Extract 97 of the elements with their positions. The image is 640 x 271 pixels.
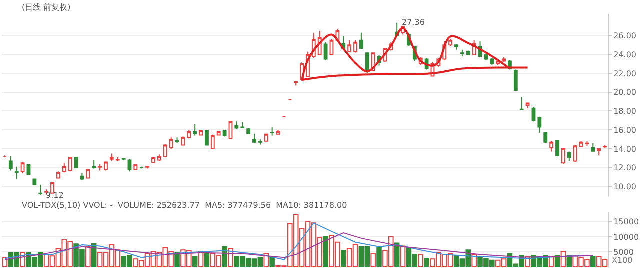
y-tick-label: 10.00 [614,182,637,192]
candlestick [324,42,328,61]
candlestick [222,130,227,138]
candlestick [520,96,524,111]
annotation: 9.12 [46,191,64,200]
bar [370,253,376,267]
candlestick [567,151,572,162]
candlestick [460,49,464,57]
candlestick [270,126,274,136]
candlestick [216,130,221,136]
candlestick [234,121,239,130]
candlestick [603,144,607,149]
candlestick [252,133,256,144]
candlestick [502,56,506,63]
y-tick-label: 20.00 [614,88,637,98]
candlestick [348,40,352,52]
y-tick-label: 24.00 [614,50,637,60]
candlestick [359,32,364,50]
candlestick [110,153,114,162]
bar [418,254,424,267]
candlestick [175,137,180,144]
candlestick [187,130,192,140]
candlestick [152,156,156,164]
candlestick [163,144,168,158]
candlestick [62,162,66,174]
candlestick [210,134,215,150]
candlestick [104,162,108,172]
y-tick-label: 15000 [614,218,640,227]
line-series [4,222,594,260]
candlestick [258,139,262,146]
annotation: 27.36 [402,18,425,27]
candlestick [140,166,144,170]
candlestick [561,148,566,165]
bar [192,256,198,267]
candlestick [56,171,60,180]
candlestick [591,142,596,152]
candlestick [264,133,268,142]
bar [424,258,430,267]
candlestick [199,130,203,136]
chart-title: (日线 前复权) [22,3,71,12]
candlestick [14,166,19,180]
candlestick [544,131,548,144]
candlestick [240,122,245,129]
candlestick [538,116,542,134]
y-tick-label: 26.00 [614,32,637,41]
candlestick [365,52,370,74]
candlestick [20,162,25,174]
candlestick [597,148,602,156]
candlestick [32,178,37,186]
text: X100 [612,256,633,265]
bar [566,255,572,267]
y-tick-label: 16.00 [614,126,637,135]
bar [376,247,382,267]
y-tick-label: 10000 [614,232,640,242]
candlestick [276,130,280,136]
candlestick [134,164,138,170]
candlestick [448,38,453,47]
bar [323,236,328,267]
bar [340,250,346,267]
candlestick [294,81,298,86]
candlestick [86,169,90,179]
candlestick [98,164,102,172]
candlestick [146,165,150,170]
candlestick [116,156,120,162]
candlestick [526,102,530,109]
candlestick [246,128,251,134]
candlestick [556,140,560,158]
candlestick [550,140,554,152]
candlestick [490,58,494,66]
bar [86,246,91,267]
candlestick [169,137,174,150]
candlestick [8,156,13,172]
candlestick [466,50,470,56]
y-tick-label: 5000 [614,248,634,257]
chart-title: VOL-TDX(5,10) VVOL: - VOLUME: 252623.77 MA5: 377479.56 MA10: 381178.00 [22,201,348,210]
candlestick [454,44,458,50]
candlestick [193,124,198,136]
candlestick [92,160,96,170]
candlestick [122,158,126,161]
y-tick-label: 18.00 [614,107,637,116]
bar [472,254,477,267]
line-series [4,232,594,260]
candlestick [514,69,518,91]
candlestick [68,156,72,172]
candlestick [3,155,7,158]
candlestick [157,154,162,162]
candlestick [585,140,590,147]
bar [264,253,270,267]
bar [590,256,596,267]
y-tick-label: 22.00 [614,69,637,78]
y-tick-label: 12.00 [614,164,637,173]
candlestick [205,130,209,146]
candlestick [573,144,578,163]
y-tick-label: 14.00 [614,144,637,154]
bar [560,251,566,267]
candlestick [354,40,358,54]
candlestick [38,184,43,196]
